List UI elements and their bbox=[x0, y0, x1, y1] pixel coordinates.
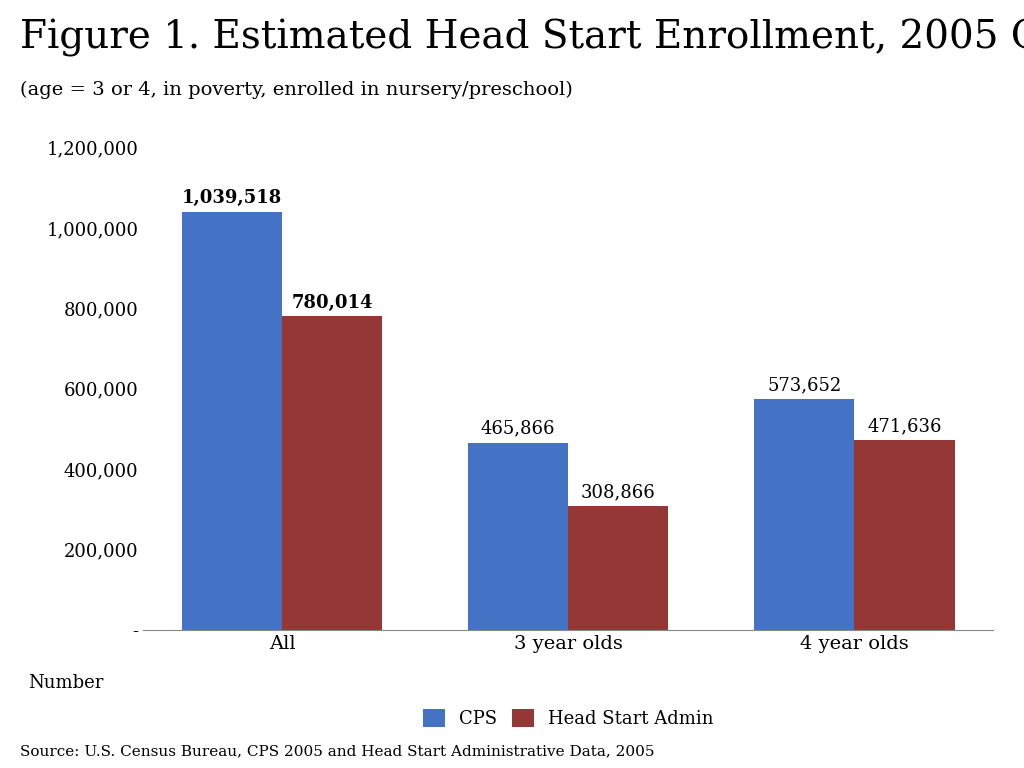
Text: 465,866: 465,866 bbox=[481, 420, 555, 438]
Bar bbox=[182, 212, 283, 630]
Legend: CPS, Head Start Admin: CPS, Head Start Admin bbox=[416, 701, 721, 735]
Text: (age = 3 or 4, in poverty, enrolled in nursery/preschool): (age = 3 or 4, in poverty, enrolled in n… bbox=[20, 81, 573, 99]
Text: 780,014: 780,014 bbox=[292, 293, 373, 312]
Bar bbox=[568, 505, 669, 630]
Text: 1,039,518: 1,039,518 bbox=[182, 190, 283, 207]
Text: 308,866: 308,866 bbox=[581, 483, 655, 501]
Text: 573,652: 573,652 bbox=[767, 376, 842, 395]
Text: Source: U.S. Census Bureau, CPS 2005 and Head Start Administrative Data, 2005: Source: U.S. Census Bureau, CPS 2005 and… bbox=[20, 745, 655, 759]
Bar bbox=[468, 442, 568, 630]
Bar bbox=[755, 399, 854, 630]
Text: Number: Number bbox=[29, 674, 104, 692]
Bar bbox=[854, 440, 954, 630]
Text: 471,636: 471,636 bbox=[867, 418, 942, 435]
Text: Figure 1. Estimated Head Start Enrollment, 2005 CPS: Figure 1. Estimated Head Start Enrollmen… bbox=[20, 19, 1024, 57]
Bar bbox=[283, 316, 382, 630]
